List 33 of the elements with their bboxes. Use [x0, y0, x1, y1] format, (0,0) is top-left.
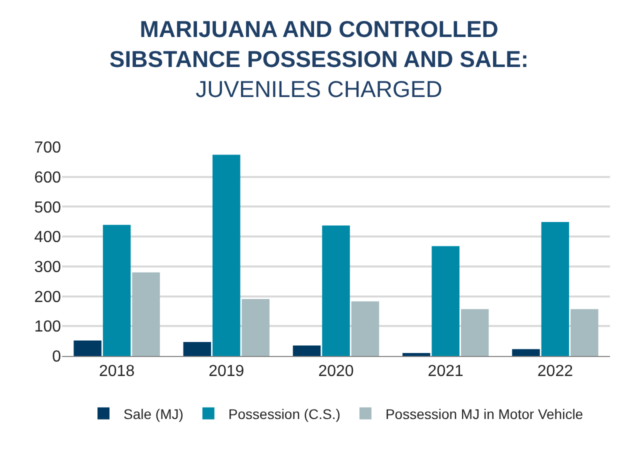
legend-label: Possession MJ in Motor Vehicle — [385, 406, 584, 422]
bar — [183, 342, 212, 356]
y-tick-label: 400 — [34, 229, 62, 246]
bar — [74, 340, 102, 356]
bar — [512, 349, 540, 356]
legend-label: Sale (MJ) — [124, 406, 184, 422]
bar — [432, 246, 460, 356]
y-tick-label: 100 — [34, 318, 62, 336]
bar — [132, 272, 160, 356]
x-tick-label: 2019 — [208, 363, 244, 380]
bar — [402, 353, 430, 356]
x-tick-label: 2020 — [318, 363, 354, 380]
bar — [292, 346, 321, 356]
y-tick-label: 500 — [34, 199, 62, 216]
bar — [570, 309, 598, 356]
x-tick-label: 2021 — [428, 363, 464, 380]
x-tick-label: 2018 — [99, 363, 135, 380]
bar — [102, 224, 131, 356]
y-tick-label: 0 — [52, 348, 62, 366]
bar — [541, 222, 570, 356]
x-tick-label: 2022 — [537, 363, 574, 380]
y-tick-label: 300 — [34, 259, 62, 276]
y-tick-label: 600 — [34, 169, 62, 186]
y-tick-label: 700 — [34, 140, 62, 157]
bar — [212, 154, 240, 356]
bar — [242, 298, 270, 356]
y-tick-label: 200 — [34, 288, 62, 306]
chart-subtitle: JUVENILES CHARGED — [196, 76, 442, 102]
legend-label: Possession (C.S.) — [228, 406, 340, 422]
bar — [460, 309, 489, 356]
bar — [322, 226, 350, 356]
chart-title: MARIJUANA AND CONTROLLED SIBSTANCE POSSESSION AND SALE: — [109, 16, 529, 72]
bar — [351, 301, 380, 356]
